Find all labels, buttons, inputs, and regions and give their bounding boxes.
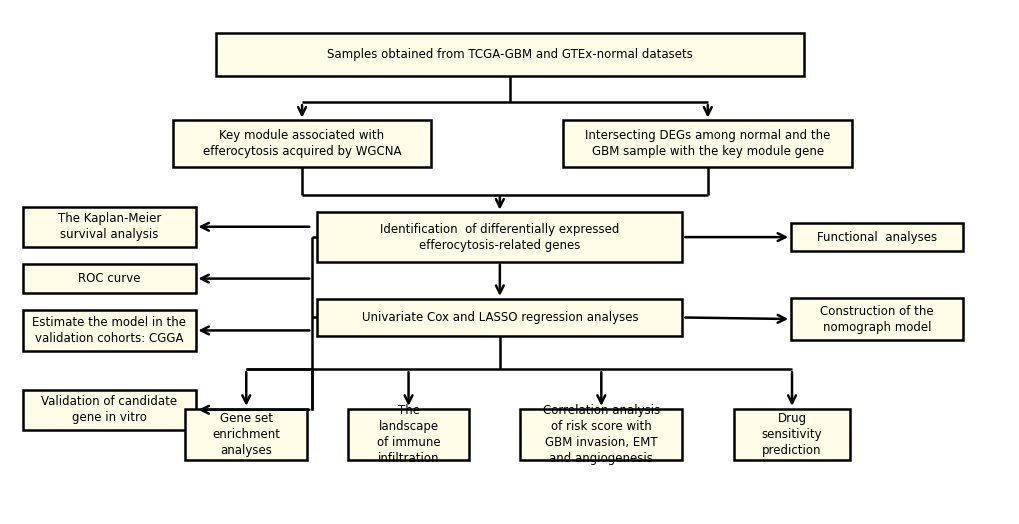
FancyBboxPatch shape (317, 213, 682, 262)
Text: Construction of the
nomograph model: Construction of the nomograph model (819, 304, 933, 334)
FancyBboxPatch shape (347, 409, 469, 460)
FancyBboxPatch shape (172, 121, 431, 167)
Text: Correlation analysis
of risk score with
GBM invasion, EMT
and angiogenesis: Correlation analysis of risk score with … (542, 403, 659, 465)
Text: Samples obtained from TCGA-GBM and GTEx-normal datasets: Samples obtained from TCGA-GBM and GTEx-… (327, 48, 692, 61)
FancyBboxPatch shape (790, 223, 963, 252)
Text: Functional  analyses: Functional analyses (816, 231, 936, 244)
FancyBboxPatch shape (23, 206, 196, 247)
Text: Gene set
enrichment
analyses: Gene set enrichment analyses (212, 412, 280, 456)
FancyBboxPatch shape (216, 34, 803, 76)
FancyBboxPatch shape (790, 298, 963, 340)
Text: Estimate the model in the
validation cohorts: CGGA: Estimate the model in the validation coh… (33, 316, 186, 345)
Text: The
landscape
of immune
infiltration: The landscape of immune infiltration (376, 403, 440, 465)
FancyBboxPatch shape (562, 121, 852, 167)
FancyBboxPatch shape (185, 409, 307, 460)
FancyBboxPatch shape (520, 409, 682, 460)
Text: Intersecting DEGs among normal and the
GBM sample with the key module gene: Intersecting DEGs among normal and the G… (585, 129, 829, 158)
FancyBboxPatch shape (733, 409, 850, 460)
FancyBboxPatch shape (23, 310, 196, 351)
Text: The Kaplan-Meier
survival analysis: The Kaplan-Meier survival analysis (57, 212, 161, 241)
Text: Key module associated with
efferocytosis acquired by WGCNA: Key module associated with efferocytosis… (203, 129, 400, 158)
FancyBboxPatch shape (317, 299, 682, 336)
FancyBboxPatch shape (23, 389, 196, 430)
Text: ROC curve: ROC curve (78, 272, 141, 285)
Text: Univariate Cox and LASSO regression analyses: Univariate Cox and LASSO regression anal… (361, 311, 638, 324)
Text: Drug
sensitivity
prediction: Drug sensitivity prediction (761, 412, 821, 456)
Text: Identification  of differentially expressed
efferocytosis-related genes: Identification of differentially express… (380, 223, 619, 252)
FancyBboxPatch shape (23, 264, 196, 293)
Text: Validation of candidate
gene in vitro: Validation of candidate gene in vitro (41, 395, 177, 424)
